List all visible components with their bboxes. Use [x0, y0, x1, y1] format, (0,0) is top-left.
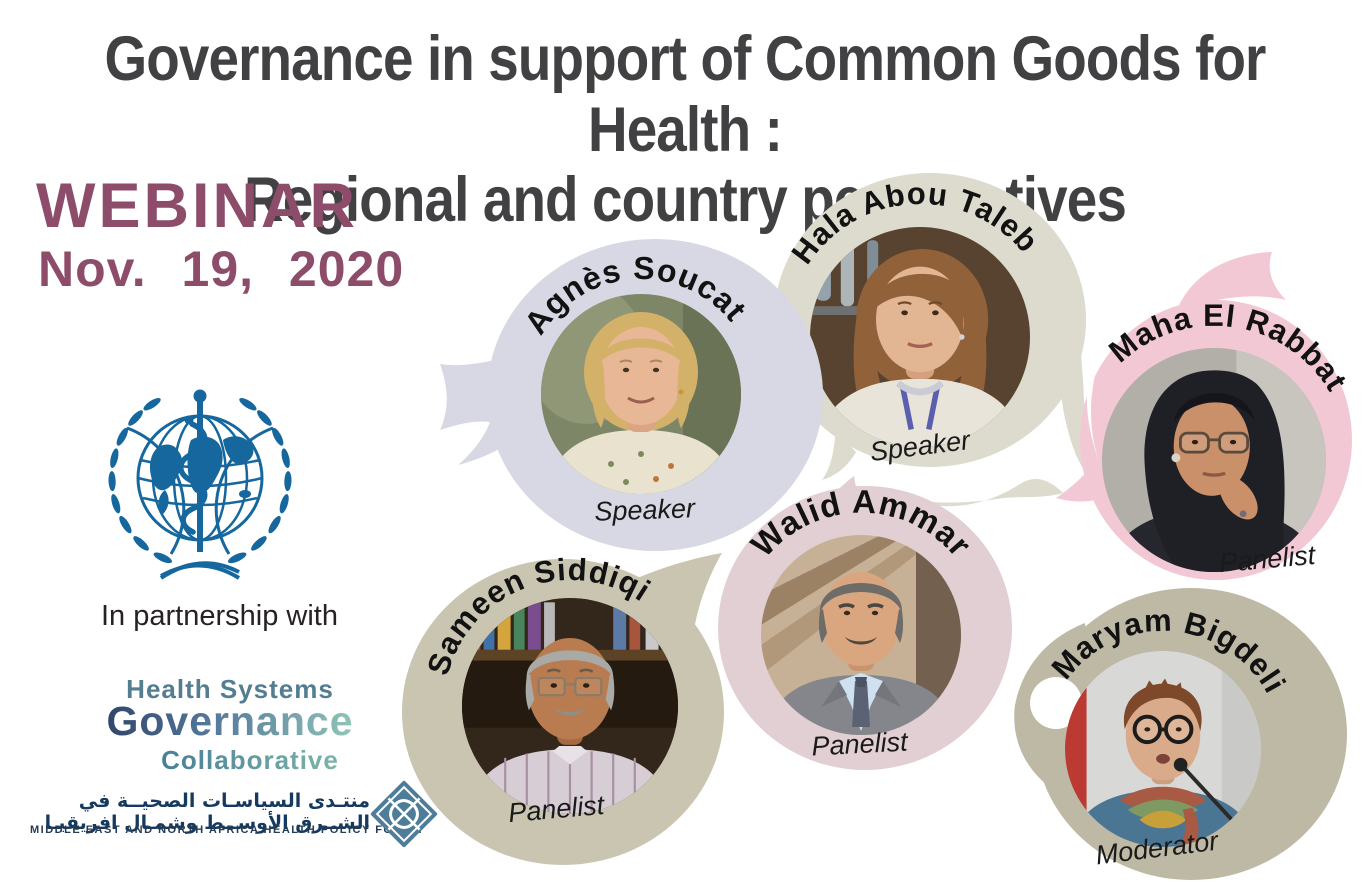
bubble-tail: [1014, 623, 1089, 785]
speaker-photo-walid-ammar: [761, 535, 961, 735]
bubble-notch: [1086, 358, 1100, 464]
who-logo: [108, 389, 292, 580]
speaker-bubble-hala-abou-taleb: Hala Abou Taleb Speaker: [774, 173, 1086, 507]
hsgc-line1: Health Systems: [126, 674, 334, 704]
speaker-bubble-maha-el-rabbat: Maha El Rabbat Panelist: [1056, 252, 1353, 580]
bubble-tail: [628, 553, 722, 652]
speaker-photo-hala-abou-taleb: [810, 227, 1030, 447]
bubble-tail: [796, 476, 890, 550]
who-wreath: [108, 397, 292, 564]
speaker-bubble-agnes-soucat: Agnès Soucat Speaker: [440, 239, 823, 551]
mena-forum-emblem: [370, 780, 438, 848]
hsgc-line3: Collaborative: [161, 745, 339, 775]
partnership-label: In partnership with: [101, 600, 338, 632]
decorative-swoosh: [1059, 272, 1108, 500]
mena-forum-english-name: MIDDLE EAST AND NORTH AFRICA HEALTH POLI…: [30, 824, 424, 836]
speaker-bubble-sameen-siddiqi: Sameen Siddiqi Panelist: [402, 552, 724, 865]
speaker-role: Panelist: [811, 726, 910, 761]
event-type-label: WEBINAR: [36, 171, 358, 241]
hsgc-logo: Health Systems Governance Collaborative: [107, 674, 354, 775]
bubble-tail: [890, 478, 1063, 507]
speaker-photo-maryam-bigdeli: [1065, 651, 1261, 847]
speaker-bubble-maryam-bigdeli: Maryam Bigdeli Moderator: [1014, 588, 1347, 880]
hsgc-line2: Governance: [107, 698, 354, 744]
poster-title-line1: Governance in support of Common Goods fo…: [104, 24, 1266, 165]
speaker-photo-sameen-siddiqi: [462, 598, 678, 814]
bubble-notch: [1030, 677, 1082, 729]
speaker-bubble-walid-ammar: Walid Ammar Panelist: [718, 476, 1012, 770]
event-date: Nov. 19, 2020: [38, 241, 405, 297]
bubble-tail: [822, 428, 856, 480]
speaker-photo-maha-el-rabbat: [1102, 348, 1326, 572]
bubble-tail: [1056, 466, 1116, 502]
bubble-tail: [1176, 252, 1286, 312]
speaker-role: Speaker: [594, 493, 697, 527]
mena-forum-arabic-name: منتـدى السياسـات الصحيــة في الشــرق الأ…: [44, 790, 370, 834]
bubble-notch: [1274, 262, 1310, 328]
who-staff-serpent: [178, 389, 208, 552]
